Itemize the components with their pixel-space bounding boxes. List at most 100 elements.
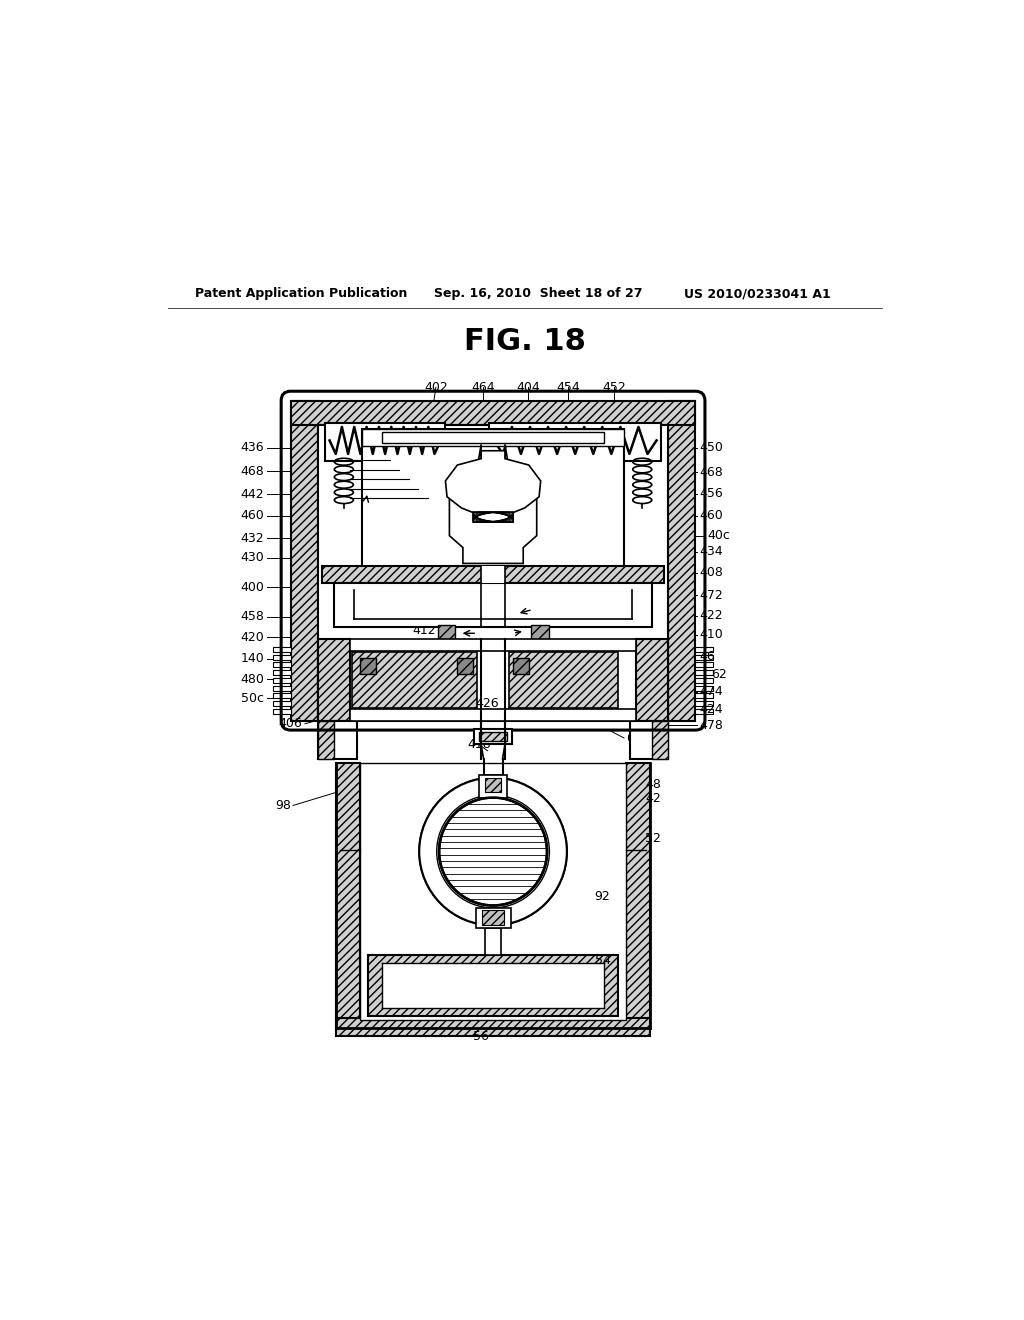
Polygon shape bbox=[359, 763, 627, 1020]
Text: US 2010/0233041 A1: US 2010/0233041 A1 bbox=[684, 288, 830, 300]
Polygon shape bbox=[627, 763, 650, 1028]
Polygon shape bbox=[350, 639, 636, 651]
Polygon shape bbox=[368, 956, 618, 1016]
Polygon shape bbox=[437, 626, 455, 643]
Polygon shape bbox=[475, 908, 511, 928]
Polygon shape bbox=[479, 775, 507, 797]
Text: 406: 406 bbox=[279, 717, 303, 730]
Text: 426: 426 bbox=[475, 697, 499, 710]
Polygon shape bbox=[291, 401, 318, 721]
Polygon shape bbox=[651, 721, 668, 759]
Polygon shape bbox=[483, 775, 503, 789]
Polygon shape bbox=[318, 721, 356, 759]
Text: 472: 472 bbox=[699, 589, 723, 602]
Polygon shape bbox=[362, 429, 624, 446]
Polygon shape bbox=[273, 701, 291, 706]
Text: 64: 64 bbox=[627, 731, 642, 744]
Polygon shape bbox=[273, 655, 291, 660]
Polygon shape bbox=[352, 652, 477, 708]
Text: 140: 140 bbox=[241, 652, 264, 665]
Text: 438: 438 bbox=[537, 490, 560, 503]
Text: 56: 56 bbox=[473, 1030, 489, 1043]
Polygon shape bbox=[362, 429, 624, 568]
Polygon shape bbox=[450, 445, 537, 564]
Text: 460: 460 bbox=[699, 510, 723, 523]
Polygon shape bbox=[695, 685, 713, 690]
Polygon shape bbox=[636, 639, 668, 721]
Text: 410: 410 bbox=[699, 628, 723, 642]
Polygon shape bbox=[323, 566, 664, 583]
Polygon shape bbox=[382, 432, 604, 442]
Text: 456: 456 bbox=[699, 487, 723, 500]
Text: 408: 408 bbox=[699, 566, 723, 579]
Polygon shape bbox=[318, 425, 668, 721]
Circle shape bbox=[439, 797, 547, 906]
Polygon shape bbox=[273, 709, 291, 714]
Polygon shape bbox=[695, 671, 713, 675]
Polygon shape bbox=[473, 512, 513, 523]
Polygon shape bbox=[350, 709, 636, 721]
Text: 452: 452 bbox=[602, 380, 627, 393]
Polygon shape bbox=[485, 928, 501, 956]
Polygon shape bbox=[695, 677, 713, 682]
Text: 402: 402 bbox=[424, 380, 447, 393]
Polygon shape bbox=[359, 657, 376, 673]
Polygon shape bbox=[458, 657, 473, 673]
Text: 48: 48 bbox=[645, 777, 662, 791]
Text: 478: 478 bbox=[699, 719, 723, 731]
Polygon shape bbox=[273, 685, 291, 690]
Circle shape bbox=[436, 795, 550, 908]
Text: 412: 412 bbox=[413, 624, 436, 638]
Polygon shape bbox=[474, 729, 512, 744]
Text: 474: 474 bbox=[699, 685, 723, 698]
Polygon shape bbox=[695, 655, 713, 660]
Polygon shape bbox=[489, 422, 662, 461]
Text: 424: 424 bbox=[699, 704, 723, 715]
Circle shape bbox=[419, 777, 567, 925]
Text: 420: 420 bbox=[241, 631, 264, 644]
Polygon shape bbox=[336, 1018, 650, 1036]
Text: 92: 92 bbox=[595, 890, 610, 903]
Text: 480: 480 bbox=[241, 673, 264, 686]
Polygon shape bbox=[695, 647, 713, 652]
Polygon shape bbox=[318, 639, 350, 721]
Text: 450: 450 bbox=[699, 441, 723, 454]
Text: 430: 430 bbox=[241, 552, 264, 565]
Polygon shape bbox=[334, 583, 651, 627]
Text: 442: 442 bbox=[241, 488, 264, 500]
Text: 52: 52 bbox=[645, 832, 662, 845]
Text: 404: 404 bbox=[516, 380, 540, 393]
Polygon shape bbox=[513, 657, 528, 673]
Text: 468: 468 bbox=[241, 465, 264, 478]
Polygon shape bbox=[273, 647, 291, 652]
Text: 454: 454 bbox=[557, 380, 581, 393]
Polygon shape bbox=[485, 777, 501, 792]
Polygon shape bbox=[695, 701, 713, 706]
Polygon shape bbox=[695, 709, 713, 714]
Polygon shape bbox=[479, 731, 507, 742]
Polygon shape bbox=[382, 964, 604, 1008]
Polygon shape bbox=[325, 422, 445, 461]
Polygon shape bbox=[336, 763, 359, 1028]
Text: 62: 62 bbox=[712, 668, 727, 681]
Polygon shape bbox=[509, 652, 618, 708]
Text: 458: 458 bbox=[241, 610, 264, 623]
Polygon shape bbox=[273, 663, 291, 668]
Text: 468: 468 bbox=[699, 466, 723, 479]
Polygon shape bbox=[531, 626, 549, 643]
Polygon shape bbox=[273, 693, 291, 698]
Polygon shape bbox=[318, 721, 334, 759]
Text: 46: 46 bbox=[699, 649, 715, 663]
Text: 400: 400 bbox=[241, 581, 264, 594]
Text: 434: 434 bbox=[699, 545, 723, 558]
Text: 436: 436 bbox=[241, 441, 264, 454]
Text: 460: 460 bbox=[241, 510, 264, 523]
Text: 54: 54 bbox=[595, 954, 610, 966]
Text: 50c: 50c bbox=[242, 692, 264, 705]
Polygon shape bbox=[630, 721, 668, 759]
Polygon shape bbox=[445, 450, 541, 516]
Text: 440: 440 bbox=[532, 581, 556, 594]
Text: FIG. 18: FIG. 18 bbox=[464, 327, 586, 355]
Polygon shape bbox=[668, 401, 695, 721]
Polygon shape bbox=[291, 401, 695, 425]
